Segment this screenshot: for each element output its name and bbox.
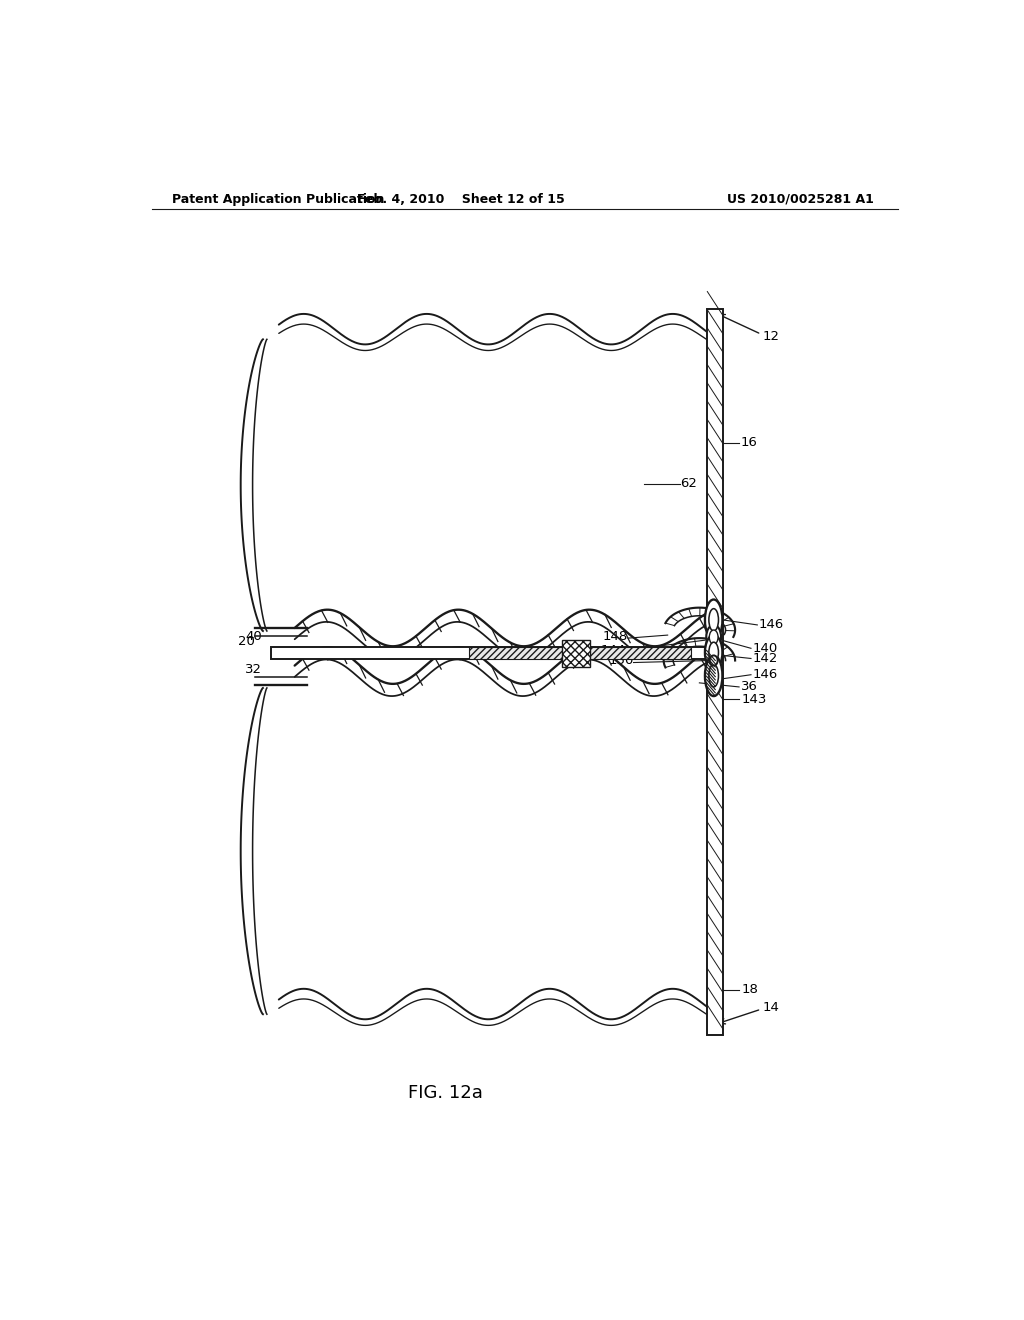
Text: 32: 32 xyxy=(246,663,262,676)
Text: 146: 146 xyxy=(759,619,784,631)
Text: 148: 148 xyxy=(602,630,628,643)
Ellipse shape xyxy=(710,656,718,665)
Bar xyxy=(469,647,691,660)
Ellipse shape xyxy=(707,624,721,649)
Text: 146: 146 xyxy=(753,668,778,681)
Ellipse shape xyxy=(709,664,719,686)
Ellipse shape xyxy=(705,656,722,696)
Text: 20: 20 xyxy=(238,635,254,648)
Text: 14: 14 xyxy=(763,1001,779,1014)
Ellipse shape xyxy=(705,599,722,640)
Bar xyxy=(562,640,590,667)
Text: Feb. 4, 2010    Sheet 12 of 15: Feb. 4, 2010 Sheet 12 of 15 xyxy=(357,193,565,206)
Bar xyxy=(270,647,708,660)
Text: 140: 140 xyxy=(753,642,778,655)
Ellipse shape xyxy=(705,635,722,669)
Text: 18: 18 xyxy=(741,983,759,997)
Text: 12: 12 xyxy=(763,330,780,343)
Text: 142: 142 xyxy=(753,652,778,665)
Text: Patent Application Publication: Patent Application Publication xyxy=(172,193,384,206)
Ellipse shape xyxy=(710,630,718,644)
Text: 16: 16 xyxy=(740,437,758,450)
Ellipse shape xyxy=(709,643,719,663)
Text: 150: 150 xyxy=(609,653,634,667)
Text: US 2010/0025281 A1: US 2010/0025281 A1 xyxy=(727,193,873,206)
Bar xyxy=(708,309,723,1035)
Text: 143: 143 xyxy=(741,693,767,706)
Text: FIG. 12a: FIG. 12a xyxy=(408,1085,483,1102)
Text: 40: 40 xyxy=(246,630,262,643)
Text: 62: 62 xyxy=(680,477,697,490)
Ellipse shape xyxy=(709,609,719,631)
Text: 36: 36 xyxy=(741,680,759,693)
Text: 144: 144 xyxy=(601,644,627,657)
